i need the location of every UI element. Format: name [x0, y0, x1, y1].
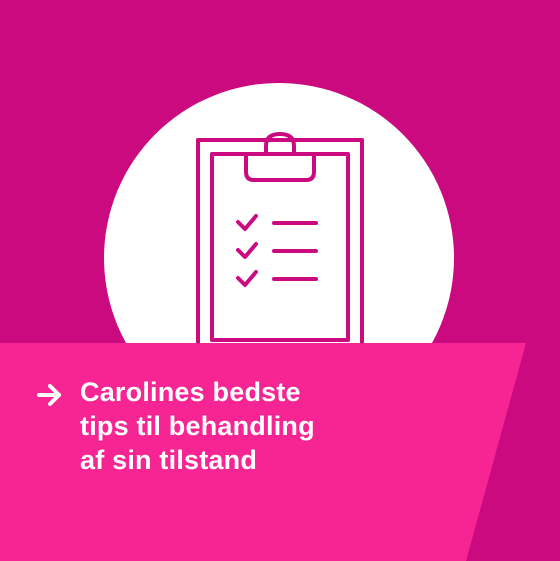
caption-line: Carolines bedste — [80, 377, 301, 407]
caption[interactable]: Carolines bedste tips til behandling af … — [34, 375, 410, 477]
caption-line: tips til behandling — [80, 411, 315, 441]
caption-text: Carolines bedste tips til behandling af … — [80, 375, 410, 477]
arrow-right-icon — [37, 384, 61, 406]
caption-line: af sin tilstand — [80, 445, 258, 475]
